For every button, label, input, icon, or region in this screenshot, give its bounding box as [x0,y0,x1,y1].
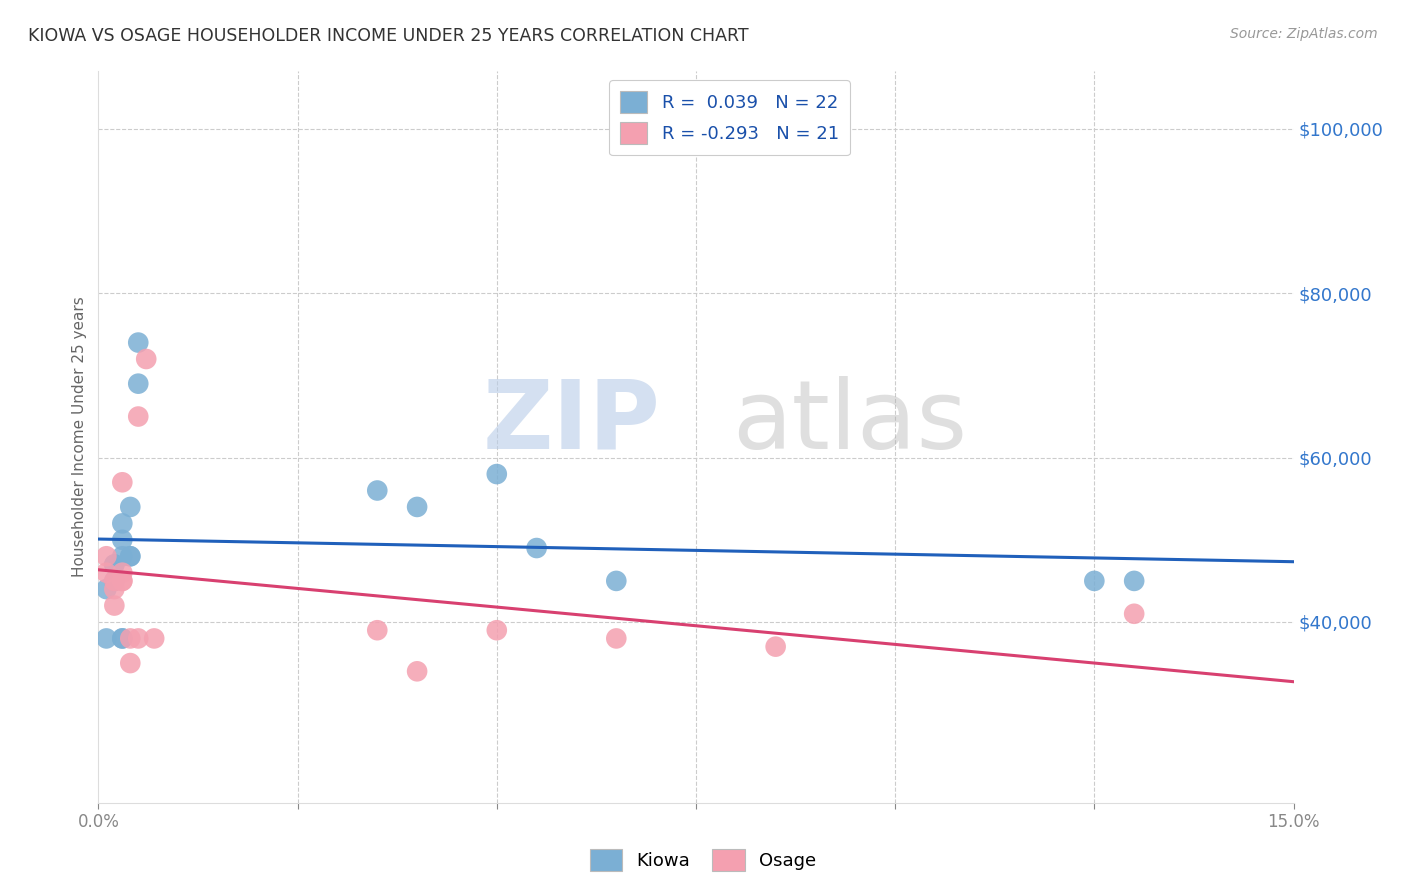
Point [103,574,125,588]
Point [127,409,149,424]
Point [103,599,125,613]
Point [366,483,388,498]
Point [605,632,627,646]
Text: atlas: atlas [733,376,967,469]
Point [120,549,142,564]
Legend: Kiowa, Osage: Kiowa, Osage [582,842,824,879]
Point [406,665,429,679]
Point [120,656,142,670]
Point [485,624,508,638]
Point [111,632,134,646]
Point [103,558,125,572]
Point [96,632,118,646]
Text: KIOWA VS OSAGE HOUSEHOLDER INCOME UNDER 25 YEARS CORRELATION CHART: KIOWA VS OSAGE HOUSEHOLDER INCOME UNDER … [28,27,749,45]
Point [111,549,134,564]
Point [127,632,149,646]
Point [1083,574,1105,588]
Text: Source: ZipAtlas.com: Source: ZipAtlas.com [1230,27,1378,41]
Text: ZIP: ZIP [482,376,661,469]
Point [1123,607,1146,621]
Point [96,566,118,580]
Point [526,541,548,555]
Point [1123,574,1146,588]
Point [127,376,149,391]
Point [765,640,787,654]
Point [127,335,149,350]
Point [111,516,134,531]
Y-axis label: Householder Income Under 25 years: Householder Income Under 25 years [72,297,87,577]
Point [366,624,388,638]
Point [605,574,627,588]
Point [406,500,429,514]
Point [111,475,134,490]
Point [96,549,118,564]
Point [96,582,118,596]
Point [103,558,125,572]
Point [103,574,125,588]
Point [111,574,134,588]
Point [485,467,508,481]
Point [120,632,142,646]
Point [111,566,134,580]
Point [111,574,134,588]
Legend: R =  0.039   N = 22, R = -0.293   N = 21: R = 0.039 N = 22, R = -0.293 N = 21 [609,80,849,155]
Point [111,632,134,646]
Point [143,632,166,646]
Point [111,533,134,547]
Point [135,351,157,366]
Point [120,500,142,514]
Point [103,582,125,596]
Point [120,549,142,564]
